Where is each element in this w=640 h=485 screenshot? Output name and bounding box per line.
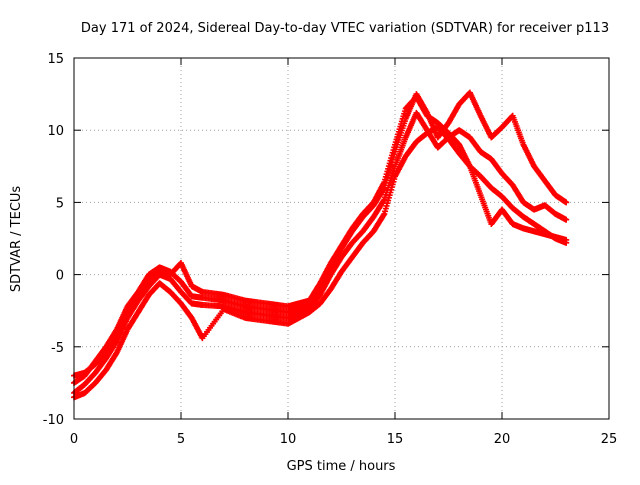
- axis-ticks: 0 5 10 15 20 25 -10 -5 0 5 10 15: [43, 52, 618, 447]
- x-axis-label: GPS time / hours: [287, 459, 396, 474]
- data-point: [563, 199, 570, 206]
- plot-frame: [73, 57, 610, 420]
- y-tick-label: 15: [47, 52, 64, 67]
- x-tick-label: 10: [280, 432, 297, 447]
- x-tick-label: 15: [387, 432, 404, 447]
- data-point: [563, 236, 570, 243]
- y-axis-label: SDTVAR / TECUs: [9, 186, 24, 293]
- y-tick-label: 0: [56, 269, 64, 284]
- y-tick-label: 5: [56, 196, 64, 211]
- y-tick-label: -5: [51, 341, 64, 356]
- x-tick-label: 5: [177, 432, 185, 447]
- x-tick-label: 20: [494, 432, 511, 447]
- data-point: [563, 216, 570, 223]
- data-points: [71, 89, 570, 401]
- y-tick-label: 10: [47, 124, 64, 139]
- series-track-d: [71, 93, 570, 379]
- chart-title: Day 171 of 2024, Sidereal Day-to-day VTE…: [81, 21, 609, 36]
- x-tick-label: 0: [70, 432, 78, 447]
- x-tick-label: 25: [601, 432, 618, 447]
- grid: [74, 58, 609, 419]
- y-tick-label: -10: [43, 413, 64, 428]
